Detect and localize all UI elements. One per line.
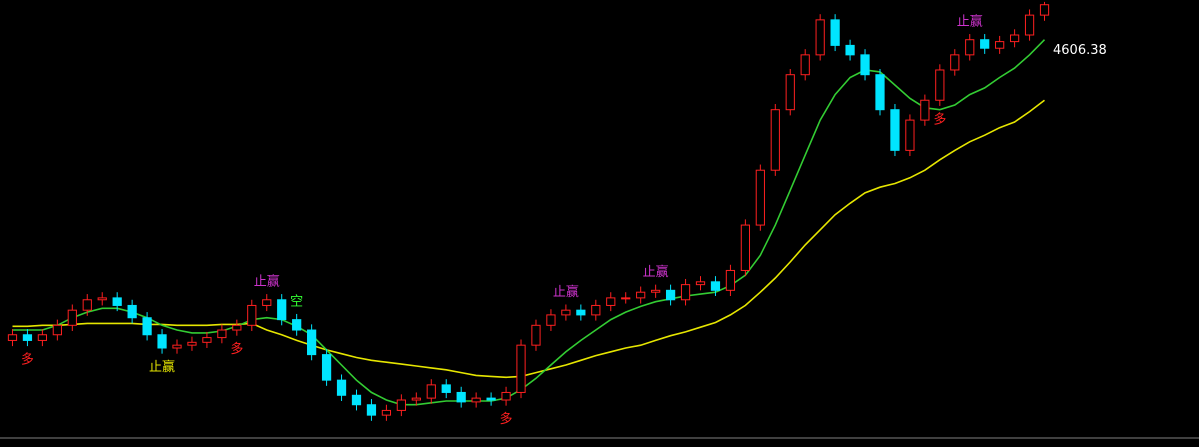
candle-body: [875, 74, 885, 111]
candle-body: [336, 379, 347, 396]
candle-body: [680, 284, 691, 301]
signal-label: 多: [933, 111, 946, 127]
candle-body: [411, 397, 421, 401]
candle-body: [905, 119, 915, 151]
candle-body: [935, 69, 945, 101]
ma-line: [12, 99, 1045, 379]
candle-body: [456, 391, 466, 403]
candle-body: [1024, 14, 1035, 36]
candle-body: [501, 391, 511, 401]
candle-body: [37, 334, 48, 341]
candle-body: [172, 344, 182, 349]
candle-body: [381, 409, 392, 416]
candle-body: [1009, 34, 1020, 43]
candle-body: [127, 304, 137, 319]
signal-label: 止赢: [254, 274, 280, 290]
candle-body: [651, 289, 661, 293]
candle-body: [396, 399, 406, 411]
signal-label: 止赢: [553, 284, 579, 300]
candle-body: [531, 324, 541, 346]
candle-body: [695, 281, 706, 286]
candle-body: [830, 19, 840, 46]
candle-body: [7, 334, 18, 341]
candle-body: [22, 334, 33, 341]
candle-body: [247, 304, 257, 326]
candle-body: [636, 291, 646, 299]
ma-line: [12, 39, 1046, 406]
candle-body: [351, 394, 362, 406]
candle-body: [561, 309, 571, 316]
candle-body: [845, 44, 855, 56]
candle-body: [1039, 4, 1050, 16]
candle-body: [67, 309, 77, 326]
candle-body: [965, 39, 975, 56]
signal-label: 止赢: [149, 359, 175, 375]
candle-body: [426, 384, 436, 399]
candle-body: [82, 299, 92, 311]
candle-body: [770, 109, 780, 171]
candle-body: [950, 54, 960, 71]
signal-label: 多: [230, 341, 243, 357]
candle-body: [232, 324, 242, 331]
candle-body: [516, 344, 526, 393]
candle-body: [321, 354, 332, 381]
candle-body: [307, 329, 317, 356]
candle-body: [546, 314, 556, 326]
candle-body: [860, 54, 870, 76]
candle-body: [980, 39, 990, 49]
candle-body: [740, 224, 750, 271]
candle-body: [576, 309, 586, 316]
candle-body: [97, 297, 107, 301]
candle-body: [366, 404, 377, 416]
signal-label: 多: [500, 411, 513, 427]
candle-body: [187, 341, 197, 346]
candle-body: [785, 74, 795, 111]
signal-label: 止赢: [957, 14, 983, 30]
candle-body: [725, 269, 736, 291]
candle-body: [142, 317, 152, 336]
last-price-label: 4606.38: [1053, 43, 1107, 58]
candle-body: [890, 109, 900, 151]
candle-body: [995, 41, 1005, 49]
candle-body: [486, 397, 496, 401]
candle-body: [441, 384, 451, 393]
candle-body: [606, 297, 616, 306]
candle-body: [217, 329, 227, 339]
signal-label: 空: [290, 294, 303, 309]
candle-body: [591, 304, 601, 316]
candle-body: [710, 281, 721, 291]
candle-body: [52, 324, 62, 336]
candle-body: [112, 297, 122, 306]
candle-body: [621, 297, 631, 300]
candle-body: [471, 397, 481, 403]
signal-label: 止赢: [643, 264, 669, 280]
candle-body: [292, 319, 302, 331]
candle-body: [202, 337, 212, 343]
candle-body: [157, 334, 167, 349]
candle-body: [262, 299, 272, 306]
candle-body: [755, 169, 765, 226]
signal-label: 多: [21, 352, 34, 368]
candle-body: [665, 289, 676, 301]
candle-body: [277, 299, 287, 321]
candle-body: [920, 99, 930, 121]
candle-body: [800, 54, 810, 76]
candle-body: [815, 19, 825, 56]
